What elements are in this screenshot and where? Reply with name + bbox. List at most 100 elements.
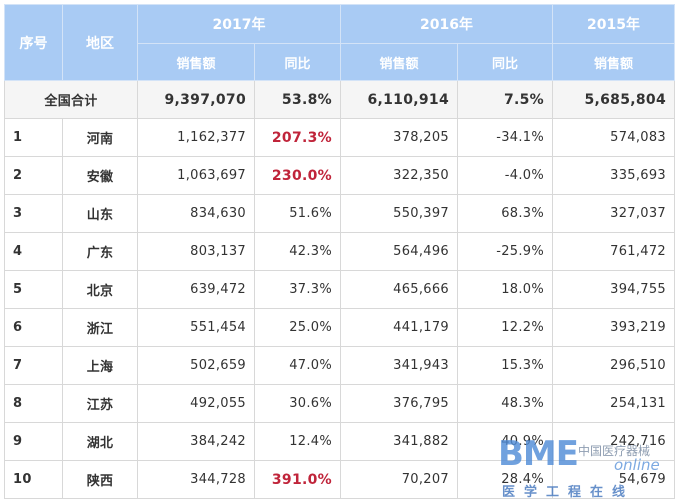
table-row: 8 江苏 492,055 30.6% 376,795 48.3% 254,131: [4, 384, 675, 423]
row-sales-2017: 803,137: [137, 232, 255, 271]
table-row: 5 北京 639,472 37.3% 465,666 18.0% 394,755: [4, 270, 675, 309]
row-sales-2015: 327,037: [552, 194, 675, 233]
sales-table: 序号 地区 2017年 2016年 2015年 销售额 同比 销售额 同比 销售…: [4, 4, 675, 499]
table-header: 序号 地区 2017年 2016年 2015年 销售额 同比 销售额 同比 销售…: [4, 4, 675, 81]
row-yoy-2017: 12.4%: [254, 422, 341, 461]
row-sales-2017: 834,630: [137, 194, 255, 233]
row-region: 陕西: [62, 460, 138, 499]
row-sales-2016: 441,179: [340, 308, 458, 347]
row-region: 江苏: [62, 384, 138, 423]
row-sales-2015: 54,679: [552, 460, 675, 499]
row-sales-2016: 341,943: [340, 346, 458, 385]
row-yoy-2016: -4.0%: [457, 156, 553, 195]
row-sales-2017: 492,055: [137, 384, 255, 423]
row-index: 5: [4, 270, 63, 309]
total-yoy-2016: 7.5%: [457, 80, 553, 119]
header-2016-yoy: 同比: [457, 43, 553, 81]
row-index: 8: [4, 384, 63, 423]
header-2016: 2016年: [340, 4, 553, 44]
row-sales-2015: 761,472: [552, 232, 675, 271]
row-yoy-2016: 68.3%: [457, 194, 553, 233]
row-yoy-2016: 18.0%: [457, 270, 553, 309]
table-row: 1 河南 1,162,377 207.3% 378,205 -34.1% 574,083: [4, 118, 675, 157]
table-row: 6 浙江 551,454 25.0% 441,179 12.2% 393,219: [4, 308, 675, 347]
row-sales-2015: 394,755: [552, 270, 675, 309]
table-row: 10 陕西 344,728 391.0% 70,207 28.4% 54,679: [4, 460, 675, 499]
row-yoy-2017: 42.3%: [254, 232, 341, 271]
row-sales-2017: 384,242: [137, 422, 255, 461]
row-yoy-2016: 15.3%: [457, 346, 553, 385]
table-row: 4 广东 803,137 42.3% 564,496 -25.9% 761,472: [4, 232, 675, 271]
total-row: 全国合计 9,397,070 53.8% 6,110,914 7.5% 5,68…: [4, 80, 675, 119]
row-region: 湖北: [62, 422, 138, 461]
header-2017: 2017年: [137, 4, 341, 44]
row-index: 4: [4, 232, 63, 271]
row-sales-2016: 70,207: [340, 460, 458, 499]
row-sales-2016: 322,350: [340, 156, 458, 195]
row-region: 北京: [62, 270, 138, 309]
row-sales-2015: 335,693: [552, 156, 675, 195]
row-yoy-2017: 207.3%: [254, 118, 341, 157]
row-region: 山东: [62, 194, 138, 233]
row-index: 6: [4, 308, 63, 347]
header-row-metrics: 销售额 同比 销售额 同比 销售额: [5, 43, 675, 81]
row-sales-2016: 465,666: [340, 270, 458, 309]
row-region: 浙江: [62, 308, 138, 347]
row-sales-2017: 1,063,697: [137, 156, 255, 195]
row-sales-2017: 551,454: [137, 308, 255, 347]
row-index: 1: [4, 118, 63, 157]
row-yoy-2016: -25.9%: [457, 232, 553, 271]
row-region: 广东: [62, 232, 138, 271]
header-2017-yoy: 同比: [254, 43, 341, 81]
row-yoy-2016: 40.9%: [457, 422, 553, 461]
header-2015: 2015年: [552, 4, 675, 44]
total-sales-2016: 6,110,914: [340, 80, 458, 119]
row-yoy-2017: 25.0%: [254, 308, 341, 347]
row-index: 7: [4, 346, 63, 385]
row-sales-2017: 344,728: [137, 460, 255, 499]
table-body: 全国合计 9,397,070 53.8% 6,110,914 7.5% 5,68…: [4, 80, 675, 499]
table-row: 9 湖北 384,242 12.4% 341,882 40.9% 242,716: [4, 422, 675, 461]
row-yoy-2017: 37.3%: [254, 270, 341, 309]
row-sales-2016: 378,205: [340, 118, 458, 157]
row-sales-2015: 393,219: [552, 308, 675, 347]
row-sales-2017: 639,472: [137, 270, 255, 309]
row-index: 3: [4, 194, 63, 233]
row-index: 2: [4, 156, 63, 195]
total-yoy-2017: 53.8%: [254, 80, 341, 119]
row-sales-2017: 1,162,377: [137, 118, 255, 157]
row-sales-2017: 502,659: [137, 346, 255, 385]
header-2017-sales: 销售额: [137, 43, 255, 81]
row-yoy-2016: 12.2%: [457, 308, 553, 347]
row-sales-2016: 341,882: [340, 422, 458, 461]
row-sales-2016: 550,397: [340, 194, 458, 233]
table-row: 7 上海 502,659 47.0% 341,943 15.3% 296,510: [4, 346, 675, 385]
row-yoy-2017: 391.0%: [254, 460, 341, 499]
total-sales-2015: 5,685,804: [552, 80, 675, 119]
row-region: 上海: [62, 346, 138, 385]
row-yoy-2016: -34.1%: [457, 118, 553, 157]
header-2016-sales: 销售额: [340, 43, 458, 81]
row-yoy-2017: 230.0%: [254, 156, 341, 195]
row-sales-2015: 242,716: [552, 422, 675, 461]
total-label: 全国合计: [4, 80, 138, 119]
header-row-years: 序号 地区 2017年 2016年 2015年: [4, 4, 675, 81]
header-index: 序号: [4, 4, 63, 81]
header-2015-sales: 销售额: [552, 43, 675, 81]
header-region: 地区: [62, 4, 138, 81]
row-yoy-2016: 48.3%: [457, 384, 553, 423]
row-sales-2016: 564,496: [340, 232, 458, 271]
row-sales-2015: 296,510: [552, 346, 675, 385]
row-sales-2015: 574,083: [552, 118, 675, 157]
row-yoy-2017: 51.6%: [254, 194, 341, 233]
row-sales-2015: 254,131: [552, 384, 675, 423]
row-region: 河南: [62, 118, 138, 157]
row-yoy-2016: 28.4%: [457, 460, 553, 499]
table-row: 3 山东 834,630 51.6% 550,397 68.3% 327,037: [4, 194, 675, 233]
total-sales-2017: 9,397,070: [137, 80, 255, 119]
row-region: 安徽: [62, 156, 138, 195]
row-index: 9: [4, 422, 63, 461]
row-index: 10: [4, 460, 63, 499]
table-row: 2 安徽 1,063,697 230.0% 322,350 -4.0% 335,693: [4, 156, 675, 195]
row-sales-2016: 376,795: [340, 384, 458, 423]
